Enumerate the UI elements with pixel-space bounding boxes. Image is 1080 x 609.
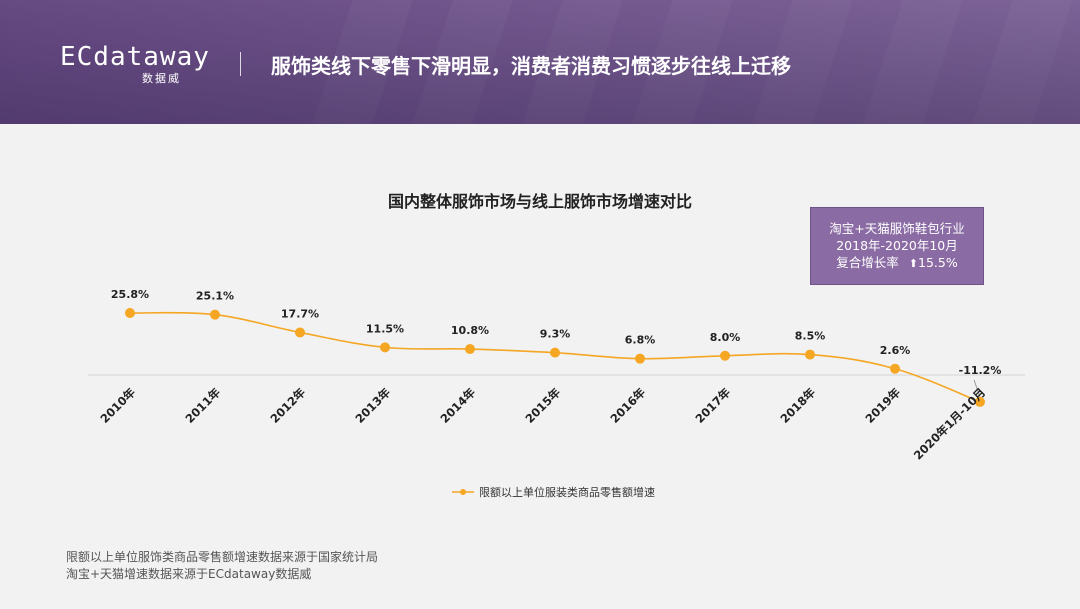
data-label-leader [973, 379, 981, 398]
x-tick-label: 2017年 [692, 385, 733, 426]
data-point [635, 353, 645, 364]
data-label: 25.1% [196, 290, 234, 303]
legend-marker [460, 489, 466, 495]
source-note: 限额以上单位服饰类商品零售额增速数据来源于国家统计局 淘宝+天猫增速数据来源于E… [66, 549, 378, 583]
data-point [890, 363, 900, 374]
x-tick-label: 2011年 [182, 385, 223, 426]
chart-title: 国内整体服饰市场与线上服饰市场增速对比 [387, 192, 692, 211]
info-box-line-1: 淘宝+天猫服饰鞋包行业 [829, 221, 965, 236]
x-tick-label: 2019年 [862, 385, 903, 426]
data-point [975, 396, 985, 407]
legend-label: 限额以上单位服装类商品零售额增速 [479, 485, 655, 499]
info-box-line-2: 2018年-2020年10月 [836, 238, 958, 253]
header-banner: ECdataway 数据威 服饰类线下零售下滑明显，消费者消费习惯逐步往线上迁移 [0, 0, 1080, 124]
data-point [125, 308, 135, 318]
data-point [295, 327, 305, 338]
brand-logo: ECdataway [60, 42, 210, 72]
brand-logo-subtitle: 数据威 [142, 72, 181, 85]
chart-legend: 限额以上单位服装类商品零售额增速 [452, 485, 655, 499]
data-label: -11.2% [959, 364, 1002, 377]
data-point [550, 347, 560, 358]
x-tick-label: 2015年 [522, 385, 563, 426]
data-point [380, 342, 390, 353]
x-tick-label: 2010年 [97, 385, 138, 426]
arrow-up-icon: ⬆ [908, 257, 918, 270]
data-point [210, 309, 220, 320]
data-label: 11.5% [366, 322, 404, 335]
data-label: 8.0% [710, 331, 741, 344]
data-point [720, 350, 730, 361]
data-point [465, 344, 475, 355]
x-tick-label: 2020年1月-10月 [911, 385, 988, 462]
x-tick-label: 2016年 [607, 385, 648, 426]
x-tick-label: 2018年 [777, 385, 818, 426]
data-label: 25.8% [111, 288, 149, 301]
cagr-value: 15.5% [918, 255, 958, 270]
cagr-info-box: 淘宝+天猫服饰鞋包行业 2018年-2020年10月 复合增长率 ⬆15.5% [810, 207, 984, 285]
x-tick-label: 2013年 [352, 385, 393, 426]
x-tick-label: 2014年 [437, 385, 478, 426]
banner-overlay [0, 0, 1080, 124]
source-note-line-2: 淘宝+天猫增速数据来源于ECdataway数据威 [66, 567, 312, 581]
header-divider [240, 52, 241, 76]
data-label: 17.7% [281, 307, 319, 320]
data-label: 9.3% [540, 328, 571, 341]
cagr-label: 复合增长率 [836, 255, 899, 270]
data-point [805, 349, 815, 360]
info-box-line-3: 复合增长率 ⬆15.5% [811, 254, 983, 272]
data-label: 8.5% [795, 330, 826, 343]
x-tick-label: 2012年 [267, 385, 308, 426]
page-title: 服饰类线下零售下滑明显，消费者消费习惯逐步往线上迁移 [271, 54, 791, 78]
data-label: 6.8% [625, 334, 656, 347]
data-label: 10.8% [451, 324, 489, 337]
data-label: 2.6% [880, 344, 911, 357]
source-note-line-1: 限额以上单位服饰类商品零售额增速数据来源于国家统计局 [66, 550, 379, 564]
